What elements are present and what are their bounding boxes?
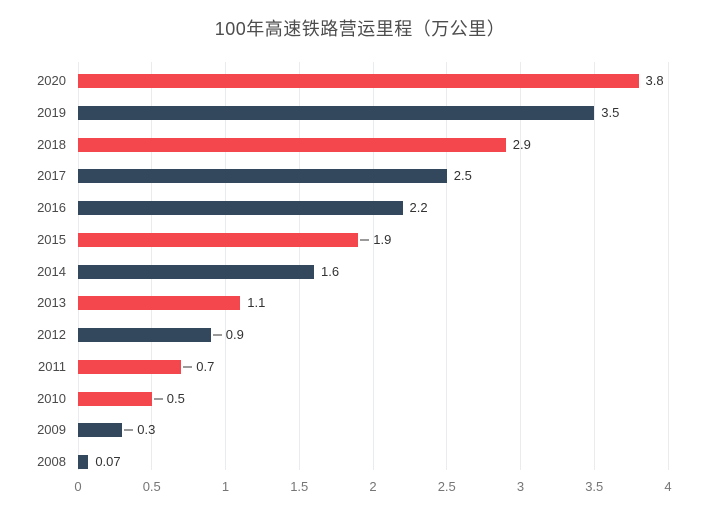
x-tick-label: 3.5 (585, 479, 604, 494)
value-label: 2.2 (409, 200, 428, 215)
gridline (667, 62, 669, 470)
value-label: 0.3 (137, 422, 156, 438)
x-tick-label: 2 (369, 479, 377, 494)
value-label: 0.9 (225, 327, 244, 342)
category-label: 2009 (37, 422, 66, 438)
x-tick-label: 0.5 (142, 479, 161, 494)
bar (78, 105, 595, 120)
bar (78, 232, 359, 247)
bar (78, 359, 182, 374)
bar (78, 328, 211, 342)
value-label: 2.5 (453, 168, 472, 184)
x-tick-label: 2.5 (437, 479, 456, 494)
value-label: 1.9 (373, 231, 392, 247)
gridline (593, 62, 595, 470)
bar (78, 74, 639, 88)
bar (78, 137, 506, 152)
category-label: 2015 (37, 231, 66, 247)
gridline (372, 62, 374, 470)
bar (78, 264, 314, 279)
gridline (520, 62, 521, 470)
category-label: 2010 (37, 390, 66, 406)
value-label: 0.7 (196, 358, 215, 374)
value-label: 0.07 (95, 454, 121, 469)
bar (78, 201, 403, 215)
bar (78, 455, 89, 469)
category-label: 2017 (37, 168, 66, 184)
bar (78, 423, 123, 438)
x-tick-label: 3 (516, 479, 525, 494)
x-tick-label: 0 (74, 479, 82, 494)
value-leader-line (124, 429, 134, 432)
category-label: 2018 (37, 136, 66, 152)
x-tick-label: 4 (664, 479, 672, 494)
x-tick-label: 1.5 (290, 479, 309, 494)
value-label: 3.5 (601, 104, 620, 120)
x-tick-label: 1 (221, 479, 230, 494)
category-label: 2013 (37, 295, 66, 311)
value-label: 1.6 (321, 263, 340, 279)
value-label: 1.1 (247, 295, 266, 311)
chart-title: 100年高速铁路营运里程（万公里） (214, 19, 506, 39)
category-label: 2016 (37, 200, 66, 215)
bar (78, 296, 241, 311)
category-label: 2008 (37, 454, 66, 469)
value-leader-line (153, 397, 163, 400)
category-label: 2012 (37, 327, 66, 342)
value-label: 0.5 (166, 390, 185, 406)
value-label: 3.8 (645, 73, 664, 88)
value-leader-line (212, 334, 222, 336)
gridline (446, 62, 448, 470)
category-label: 2019 (37, 104, 66, 120)
value-leader-line (183, 365, 193, 368)
category-label: 2014 (37, 263, 66, 279)
category-label: 2011 (38, 358, 66, 374)
value-label: 2.9 (512, 136, 531, 152)
category-label: 2020 (37, 73, 66, 88)
value-leader-line (360, 238, 370, 241)
bar (78, 391, 152, 406)
bar (78, 169, 447, 184)
